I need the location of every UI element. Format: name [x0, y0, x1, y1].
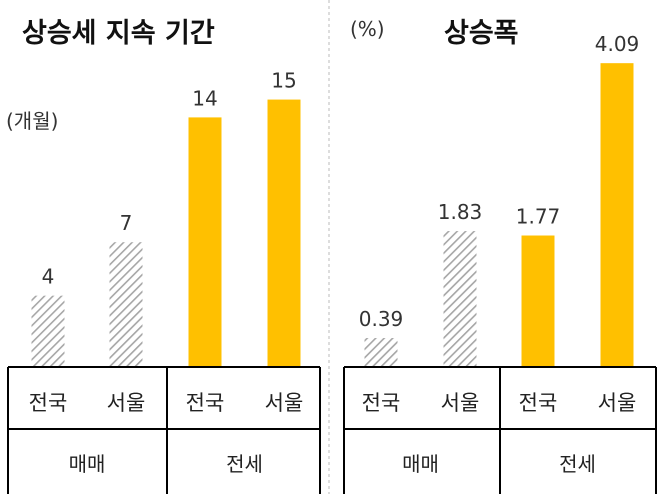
left-bar-0	[31, 295, 65, 367]
left-category-label-0: 전국	[29, 391, 68, 415]
left-value-label-1: 7	[120, 211, 133, 235]
left-bar-3	[267, 99, 301, 368]
left-bar-2	[188, 117, 222, 368]
left-category-label-3: 서울	[265, 391, 304, 415]
left-value-label-2: 14	[192, 86, 217, 110]
right-value-label-1: 1.83	[438, 200, 483, 224]
right-category-label-0: 전국	[362, 391, 401, 415]
right-bar-2	[521, 235, 555, 367]
left-value-label-0: 4	[42, 265, 55, 289]
left-category-label-2: 전국	[186, 391, 225, 415]
right-bar-1	[443, 231, 477, 367]
right-bar-3	[600, 63, 634, 368]
right-bar-0	[364, 338, 398, 367]
right-group-label-1: 전세	[559, 452, 596, 476]
right-category-label-3: 서울	[598, 391, 637, 415]
left-y-unit-label: (개월)	[6, 109, 58, 133]
left-group-label-0: 매매	[69, 452, 106, 476]
right-chart-title: 상승폭	[444, 18, 519, 49]
right-y-unit-label: (%)	[350, 17, 385, 41]
right-value-label-3: 4.09	[595, 32, 640, 56]
left-group-label-1: 전세	[226, 452, 263, 476]
right-value-label-0: 0.39	[359, 307, 404, 331]
right-group-label-0: 매매	[402, 452, 439, 476]
right-category-label-2: 전국	[519, 391, 558, 415]
left-bar-1	[109, 242, 143, 367]
right-value-label-2: 1.77	[516, 205, 561, 229]
left-chart-title: 상승세 지속 기간	[22, 18, 215, 49]
right-category-label-1: 서울	[441, 391, 480, 415]
left-category-label-1: 서울	[107, 391, 146, 415]
left-value-label-3: 15	[271, 69, 296, 93]
